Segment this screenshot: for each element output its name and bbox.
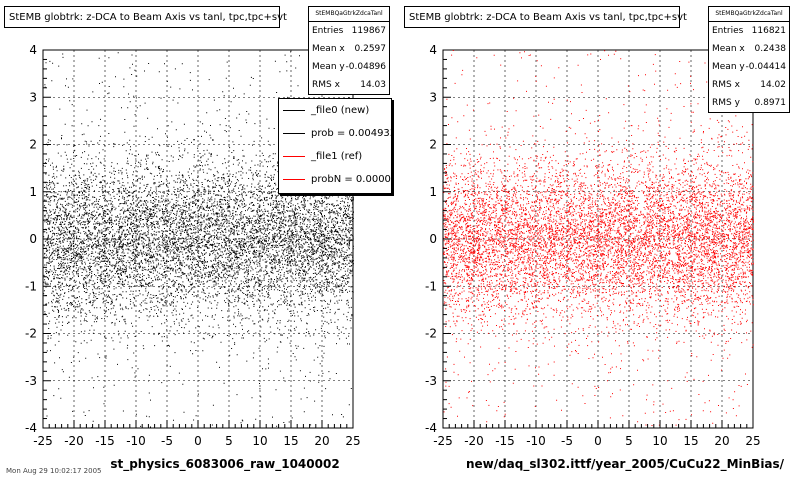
x-tick-label: 20 <box>714 434 729 448</box>
stats-row-mean-y: Mean y -0.04896 <box>309 58 389 76</box>
y-tick-label: 0 <box>429 232 437 246</box>
stats-row-rms-y: RMS y 0.8971 <box>709 94 789 112</box>
stats-label: Mean x <box>712 44 745 54</box>
y-tick-label: -1 <box>25 279 37 293</box>
x-tick-label: -25 <box>433 434 453 448</box>
legend-entry: probN = 0.000000 <box>279 168 391 191</box>
right-plot-title: StEMB globtrk: z-DCA to Beam Axis vs tan… <box>404 6 687 28</box>
footer-timestamp: Mon Aug 29 10:02:17 2005 <box>6 467 102 475</box>
y-tick-label: 3 <box>429 90 437 104</box>
stats-row-entries: Entries 116821 <box>709 22 789 40</box>
legend-line-marker <box>283 179 305 180</box>
legend-label: _file0 (new) <box>311 105 370 116</box>
y-tick-label: 2 <box>429 138 437 152</box>
x-tick-label: 10 <box>652 434 667 448</box>
comparison-legend: _file0 (new) prob = 0.004933 _file1 (ref… <box>278 98 392 194</box>
stats-label: Mean x <box>312 44 345 54</box>
legend-line-marker <box>283 110 305 111</box>
y-tick-label: -3 <box>25 374 37 388</box>
x-tick-label: -25 <box>33 434 53 448</box>
legend-label: _file1 (ref) <box>311 151 363 162</box>
stats-row-entries: Entries 119867 <box>309 22 389 40</box>
x-tick-label: 15 <box>283 434 298 448</box>
y-tick-label: -2 <box>25 327 37 341</box>
y-tick-label: -1 <box>425 279 437 293</box>
stats-value: 119867 <box>351 26 386 36</box>
stats-value: 14.03 <box>360 80 386 90</box>
x-tick-label: -5 <box>561 434 573 448</box>
y-tick-label: 2 <box>29 138 37 152</box>
stats-value: 0.2597 <box>354 44 387 54</box>
y-tick-label: -4 <box>25 421 37 435</box>
x-tick-label: 10 <box>252 434 267 448</box>
y-tick-label: 1 <box>429 185 437 199</box>
stats-value: -0.04414 <box>745 62 786 72</box>
x-tick-label: -5 <box>161 434 173 448</box>
x-tick-label: -20 <box>464 434 484 448</box>
stats-value: -0.04896 <box>345 62 386 72</box>
legend-label: prob = 0.004933 <box>311 128 392 139</box>
stats-row-mean-x: Mean x 0.2438 <box>709 40 789 58</box>
legend-entry: _file1 (ref) <box>279 145 391 168</box>
x-tick-label: 5 <box>225 434 233 448</box>
scatter-points <box>443 50 754 426</box>
x-tick-label: 25 <box>745 434 760 448</box>
stats-row-mean-y: Mean y -0.04414 <box>709 58 789 76</box>
x-tick-label: 20 <box>314 434 329 448</box>
stats-value: 116821 <box>751 26 786 36</box>
y-tick-label: 0 <box>29 232 37 246</box>
x-tick-label: 25 <box>345 434 360 448</box>
stats-box-name: StEMBQaGtrkZdcaTanl <box>709 7 789 22</box>
y-tick-label: -2 <box>425 327 437 341</box>
legend-line-marker <box>283 133 305 134</box>
stats-label: RMS x <box>312 80 340 90</box>
x-tick-label: -10 <box>126 434 146 448</box>
x-tick-label: -15 <box>95 434 115 448</box>
stats-label: Mean y <box>312 62 345 72</box>
stats-box-name: StEMBQaGtrkZdcaTanl <box>309 7 389 22</box>
left-plot-title: StEMB globtrk: z-DCA to Beam Axis vs tan… <box>4 6 287 28</box>
stats-label: RMS y <box>712 98 740 108</box>
left-stats-box: StEMBQaGtrkZdcaTanl Entries 119867 Mean x… <box>308 6 390 95</box>
y-tick-label: 3 <box>29 90 37 104</box>
y-tick-label: -4 <box>425 421 437 435</box>
right-histogram-panel: -25 -20 -15 -10 -5 0 5 10 15 20 25 -4 -3 -2 -1 0 1 2 3 4 new… <box>400 0 800 480</box>
legend-entry: prob = 0.004933 <box>279 122 391 145</box>
right-stats-box: StEMBQaGtrkZdcaTanl Entries 116821 Mean x… <box>708 6 790 113</box>
y-tick-label: 1 <box>29 185 37 199</box>
y-tick-label: 4 <box>29 43 37 57</box>
stats-label: Entries <box>712 26 744 36</box>
y-tick-label: 4 <box>429 43 437 57</box>
legend-entry: _file0 (new) <box>279 99 391 122</box>
right-plot: -25 -20 -15 -10 -5 0 5 10 15 20 25-4-3-2-101234new… <box>425 43 785 472</box>
x-tick-label: 0 <box>194 434 202 448</box>
stats-label: Mean y <box>712 62 745 72</box>
x-tick-label: 0 <box>594 434 602 448</box>
stats-value: 14.02 <box>760 80 786 90</box>
scatter-points <box>43 51 354 429</box>
x-axis-label: st_physics_6083006_raw_1040002 <box>110 457 339 472</box>
stats-row-mean-x: Mean x 0.2597 <box>309 40 389 58</box>
legend-label: probN = 0.000000 <box>311 174 391 185</box>
x-tick-label: -20 <box>64 434 84 448</box>
x-tick-label: -15 <box>495 434 515 448</box>
y-tick-label: -3 <box>425 374 437 388</box>
stats-row-rms-x: RMS x 14.03 <box>309 76 389 94</box>
stats-row-rms-x: RMS x 14.02 <box>709 76 789 94</box>
x-axis-label: new/daq_sl302.ittf/year_2005/CuCu22_MinB… <box>466 457 785 472</box>
x-tick-label: -10 <box>526 434 546 448</box>
stats-value: 0.2438 <box>754 44 787 54</box>
stats-value: 0.8971 <box>754 98 787 108</box>
legend-line-marker <box>283 156 305 157</box>
x-tick-label: 15 <box>683 434 698 448</box>
left-histogram-panel: -25 -20 -15 -10 -5 0 5 10 15 20 25 -4 -3 -2 -1 0 1 2 3 4 st_… <box>4 6 392 472</box>
x-tick-label: 5 <box>625 434 633 448</box>
stats-label: RMS x <box>712 80 740 90</box>
stats-label: Entries <box>312 26 344 36</box>
